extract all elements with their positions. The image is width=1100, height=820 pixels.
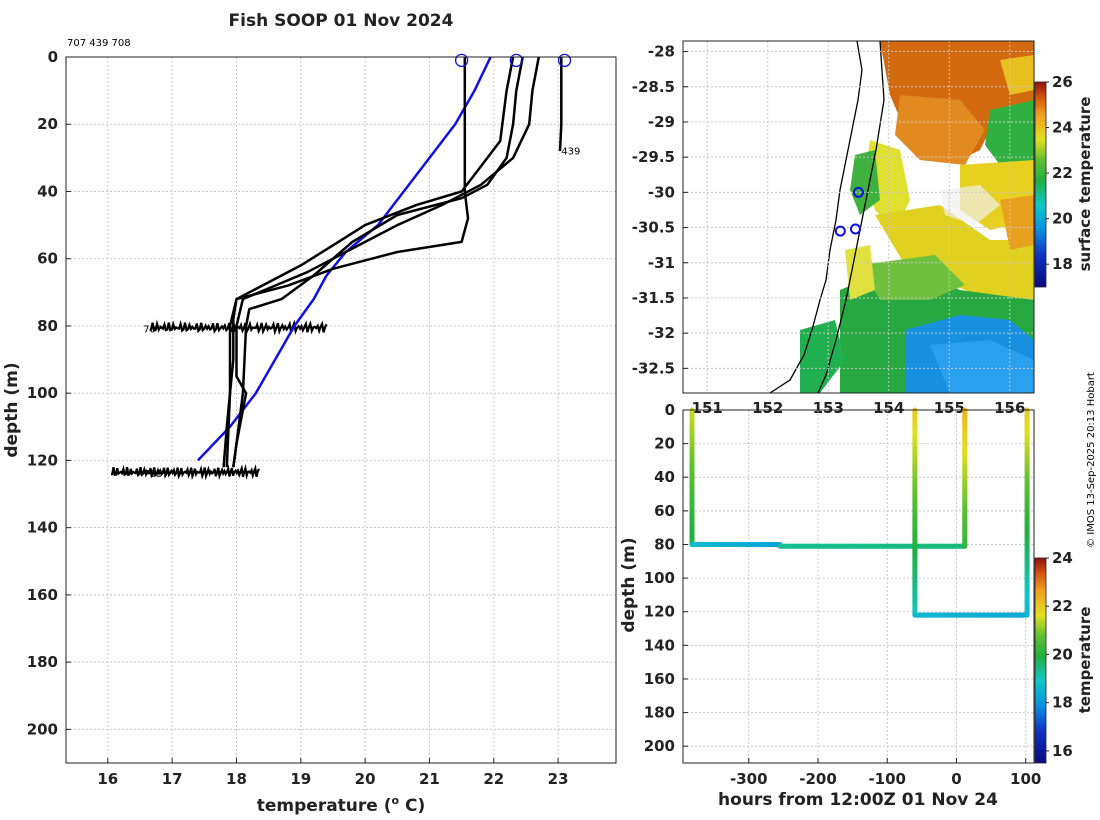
map-y-tick-label: -30 xyxy=(648,183,675,201)
deployment-marker xyxy=(834,225,846,237)
map-axes-frame xyxy=(682,40,1035,394)
x-tick-label: 22 xyxy=(483,770,504,788)
time-y-tick-label: 100 xyxy=(644,569,675,587)
sst-colorbar xyxy=(1034,81,1047,288)
sst-colorbar-tick-label: 22 xyxy=(1052,164,1073,182)
y-tick-label: 80 xyxy=(37,317,58,335)
y-tick-label: 200 xyxy=(27,720,58,738)
sst-colorbar-tick-label: 26 xyxy=(1052,73,1073,91)
x-tick-label: 19 xyxy=(290,770,311,788)
map-y-tick-label: -29 xyxy=(648,113,675,131)
map-y-tick-label: -30.5 xyxy=(632,219,675,237)
map-x-tick-label: 155 xyxy=(934,399,965,417)
x-tick-label: 21 xyxy=(419,770,440,788)
map-x-tick-label: 151 xyxy=(692,399,723,417)
temperature-colorbar-tick-label: 20 xyxy=(1052,645,1073,663)
y-tick-label: 100 xyxy=(27,384,58,402)
profile-start-marker xyxy=(557,53,572,68)
time-x-tick-label: -100 xyxy=(868,770,906,788)
time-y-tick-label: 60 xyxy=(654,502,675,520)
map-y-tick-label: -32 xyxy=(648,324,675,342)
time-y-tick-label: 200 xyxy=(644,737,675,755)
x-tick-label: 20 xyxy=(355,770,376,788)
x-axis-label: temperature (o C) xyxy=(257,794,426,816)
sst-colorbar-tick-label: 18 xyxy=(1052,255,1073,273)
time-y-tick-label: 120 xyxy=(644,603,675,621)
annotation-707: 707 xyxy=(143,325,162,336)
x-tick-label: 23 xyxy=(548,770,569,788)
temperature-colorbar-tick-label: 16 xyxy=(1052,742,1073,760)
map-x-tick-label: 156 xyxy=(994,399,1025,417)
map-y-tick-label: -32.5 xyxy=(632,359,675,377)
sst-colorbar-tick-label: 20 xyxy=(1052,210,1073,228)
time-y-tick-label: 180 xyxy=(644,704,675,722)
chart-subtitle: 707 439 708 xyxy=(67,38,131,49)
depth-time-panel: -300 -200 -100 0 100 0 20 40 60 80 100 120 140 160 180… xyxy=(619,401,1094,810)
series-708 xyxy=(232,56,524,468)
profile-start-marker xyxy=(509,53,523,68)
x-tick-label: 18 xyxy=(226,770,247,788)
map-y-tick-label: -28.5 xyxy=(632,78,675,96)
time-x-tick-label: -300 xyxy=(730,770,768,788)
deployment-marker xyxy=(853,186,864,198)
y-tick-label: 180 xyxy=(27,653,58,671)
annotation-439: 439 xyxy=(561,146,580,157)
x-axis-label-hours: hours from 12:00Z 01 Nov 24 xyxy=(718,790,998,810)
credit-text: © IMOS 13-Sep-2025 20:13 Hobart xyxy=(1086,372,1097,548)
sst-map-panel: 151 152 153 154 155 156 -28 -28.5 -29 -29.5 -30 -30… xyxy=(632,40,1094,417)
time-y-tick-label: 20 xyxy=(654,435,675,453)
series-707-noise xyxy=(149,319,328,336)
map-y-tick-label: -31 xyxy=(648,254,675,272)
y-tick-label: 140 xyxy=(27,519,58,537)
series-climatology xyxy=(196,56,492,462)
deployment-marker xyxy=(849,223,861,235)
depth-time-axes-frame xyxy=(682,409,1035,764)
map-y-tick-label: -29.5 xyxy=(632,148,675,166)
map-y-tick-label: -31.5 xyxy=(632,289,675,307)
time-x-tick-label: 0 xyxy=(951,770,961,788)
temperature-colorbar-label: temperature xyxy=(1076,607,1094,714)
map-x-tick-label: 154 xyxy=(873,399,904,417)
series-trace4 xyxy=(225,56,515,468)
y-tick-label: 120 xyxy=(27,451,58,469)
y-axis-label: depth (m) xyxy=(2,362,22,457)
series-trace3 xyxy=(232,56,541,468)
y-tick-label: 160 xyxy=(27,586,58,604)
time-y-tick-label: 160 xyxy=(644,670,675,688)
series-707 xyxy=(222,57,470,468)
series-439 xyxy=(558,57,563,152)
time-x-tick-label: 100 xyxy=(1010,770,1041,788)
time-x-tick-label: -200 xyxy=(799,770,837,788)
time-y-tick-label: 80 xyxy=(654,535,675,553)
y-axis-label-depth: depth (m) xyxy=(619,537,639,632)
profile-axes-frame xyxy=(65,56,617,764)
chart-title: Fish SOOP 01 Nov 2024 xyxy=(229,11,454,31)
sst-colorbar-tick-label: 24 xyxy=(1052,119,1073,137)
y-tick-label: 60 xyxy=(37,250,58,268)
x-tick-label: 17 xyxy=(162,770,183,788)
temperature-colorbar-tick-label: 18 xyxy=(1052,694,1073,712)
y-tick-label: 0 xyxy=(48,48,58,66)
time-y-tick-label: 40 xyxy=(654,468,675,486)
temperature-colorbar-tick-label: 22 xyxy=(1052,597,1073,615)
profile-start-marker xyxy=(454,53,469,68)
x-tick-label: 16 xyxy=(97,770,118,788)
map-x-tick-label: 152 xyxy=(752,399,783,417)
sst-colorbar-label: surface temperature xyxy=(1076,97,1094,272)
time-y-tick-label: 140 xyxy=(644,636,675,654)
temperature-colorbar xyxy=(1034,557,1047,764)
profile-panel: Fish SOOP 01 Nov 2024 707 439 708 439 707… xyxy=(2,11,617,816)
series-708-noise xyxy=(111,464,260,481)
y-tick-label: 40 xyxy=(37,182,58,200)
annotation-708: 708 xyxy=(143,469,162,480)
time-y-tick-label: 0 xyxy=(665,401,675,419)
y-tick-label: 20 xyxy=(37,115,58,133)
coastline xyxy=(769,40,863,394)
temperature-colorbar-tick-label: 24 xyxy=(1052,549,1073,567)
map-x-tick-label: 153 xyxy=(813,399,844,417)
shelf-contour xyxy=(817,40,885,394)
map-y-tick-label: -28 xyxy=(648,43,675,61)
